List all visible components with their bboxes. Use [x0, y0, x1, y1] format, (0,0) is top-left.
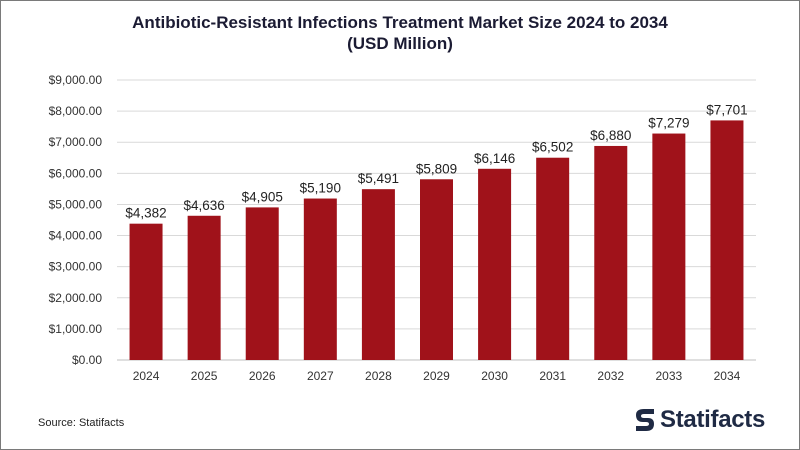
x-tick-label: 2031	[539, 369, 566, 383]
y-tick-label: $6,000.00	[49, 166, 103, 180]
x-tick-label: 2025	[191, 369, 218, 383]
bar	[245, 207, 279, 360]
bar	[536, 157, 570, 360]
bar	[710, 120, 744, 360]
x-tick-label: 2033	[656, 369, 683, 383]
statifacts-logo-icon	[636, 409, 654, 431]
x-tick-label: 2024	[133, 369, 160, 383]
y-tick-label: $7,000.00	[49, 135, 103, 149]
chart-title-line1: Antibiotic-Resistant Infections Treatmen…	[132, 13, 668, 32]
y-tick-label: $3,000.00	[49, 260, 103, 274]
y-tick-label: $8,000.00	[49, 104, 103, 118]
x-tick-label: 2029	[423, 369, 450, 383]
x-tick-label: 2027	[307, 369, 334, 383]
y-tick-label: $0.00	[72, 353, 102, 367]
brand-logo: Statifacts	[634, 405, 765, 435]
data-label: $6,880	[590, 128, 631, 143]
bar	[652, 133, 686, 360]
data-label: $7,701	[706, 102, 747, 117]
bar	[361, 189, 395, 360]
data-label: $5,491	[358, 171, 399, 186]
bar	[187, 215, 221, 360]
x-tick-label: 2032	[597, 369, 624, 383]
data-label: $4,636	[183, 198, 224, 213]
chart-title: Antibiotic-Resistant Infections Treatmen…	[0, 12, 800, 54]
bar	[303, 198, 337, 360]
bar	[129, 223, 163, 360]
bar	[420, 179, 453, 360]
data-label: $4,382	[125, 206, 166, 221]
x-tick-label: 2026	[249, 369, 276, 383]
bar	[594, 145, 628, 360]
data-label: $7,279	[648, 116, 689, 131]
y-tick-label: $4,000.00	[49, 229, 103, 243]
y-tick-label: $1,000.00	[49, 322, 103, 336]
x-tick-label: 2034	[714, 369, 741, 383]
y-tick-label: $5,000.00	[49, 197, 103, 211]
x-tick-label: 2030	[481, 369, 508, 383]
y-tick-label: $9,000.00	[49, 73, 103, 87]
chart-title-line2: (USD Million)	[347, 34, 453, 53]
data-label: $5,809	[416, 161, 457, 176]
x-tick-label: 2028	[365, 369, 392, 383]
data-label: $6,502	[532, 140, 573, 155]
source-note: Source: Statifacts	[38, 417, 125, 429]
brand-name: Statifacts	[660, 406, 766, 433]
data-label: $6,146	[474, 151, 515, 166]
y-tick-label: $2,000.00	[49, 291, 103, 305]
bar	[478, 168, 512, 360]
data-label: $4,905	[242, 189, 283, 204]
data-label: $5,190	[300, 181, 341, 196]
